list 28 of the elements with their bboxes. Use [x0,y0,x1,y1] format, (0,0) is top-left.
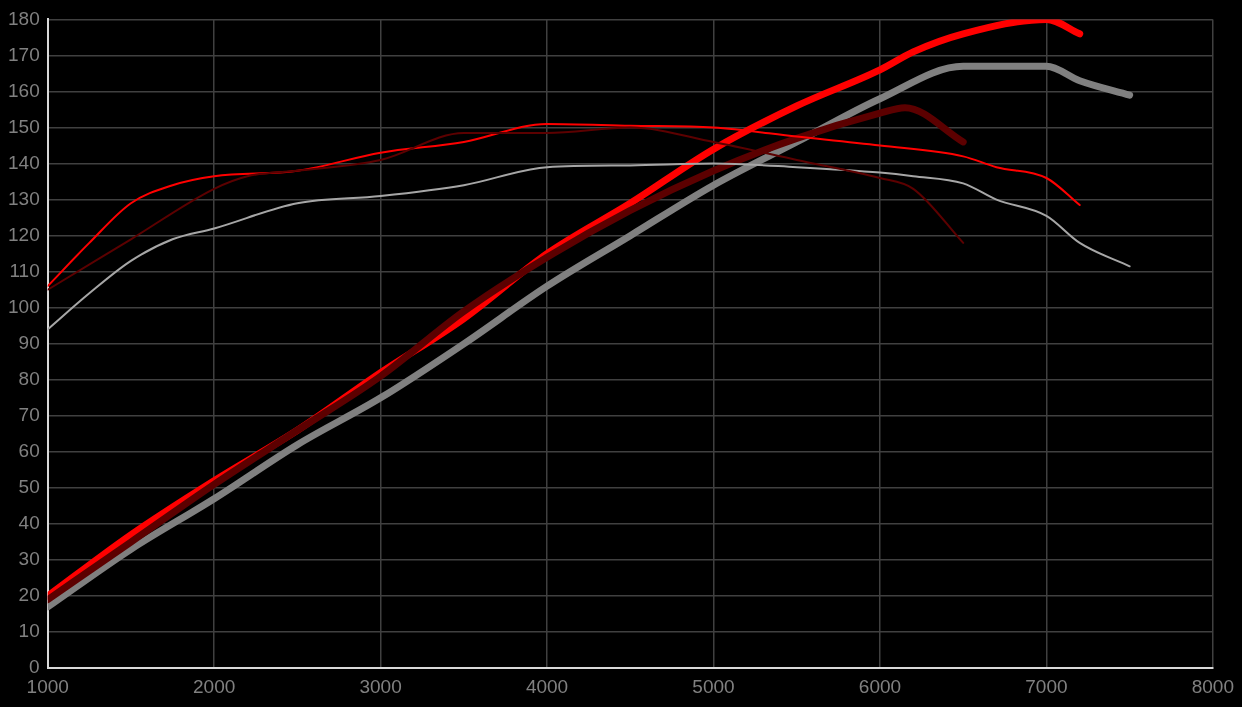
y-tick-label: 50 [18,476,40,498]
y-tick-label: 170 [8,43,40,65]
x-tick-label: 1000 [26,675,69,697]
y-tick-label: 110 [9,259,40,281]
y-tick-label: 80 [18,368,40,390]
y-tick-label: 150 [8,115,40,137]
y-tick-label: 40 [18,512,40,534]
line-series [47,162,1131,331]
y-tick-label: 90 [18,332,40,354]
y-tick-label: 180 [8,7,40,29]
y-tick-label: 30 [18,548,40,570]
y-tick-label: 20 [18,584,40,606]
y-tick-label: 0 [29,656,40,678]
x-tick-label: 3000 [359,675,402,697]
x-tick-label: 2000 [193,675,236,697]
y-tick-label: 10 [18,620,40,642]
x-tick-label: 5000 [692,675,735,697]
y-tick-label: 100 [8,295,40,317]
x-tick-label: 8000 [1191,675,1235,697]
y-tick-label: 60 [18,440,40,462]
y-tick-label: 160 [8,79,40,101]
y-tick-label: 130 [8,187,40,209]
y-tick-label: 140 [8,151,40,173]
y-tick-label: 120 [8,223,40,245]
x-tick-label: 4000 [525,675,569,697]
x-tick-label: 7000 [1025,675,1068,697]
x-tick-label: 6000 [858,675,902,697]
y-tick-label: 70 [18,404,40,426]
